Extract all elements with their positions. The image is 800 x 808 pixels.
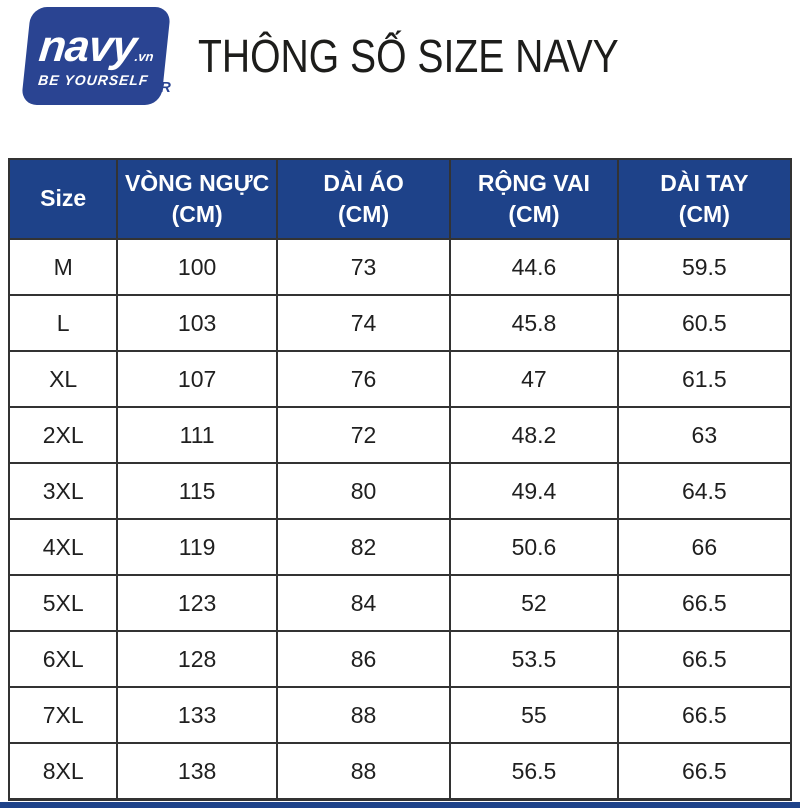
shoulder-width-value: 44.6 xyxy=(451,240,617,294)
size-label: XL xyxy=(10,352,117,406)
sleeve-length-value: 66.5 xyxy=(618,632,790,686)
chest-value: 128 xyxy=(118,632,276,686)
shirt-length-value: 72 xyxy=(277,408,450,462)
size-label: 4XL xyxy=(10,520,117,574)
shirt-length-value: 82 xyxy=(277,520,450,574)
sleeve-length-value: 66.5 xyxy=(618,744,790,798)
chest-value: 103 xyxy=(118,296,276,350)
shirt-length-value: 74 xyxy=(277,296,450,350)
sleeve-length-value: 64.5 xyxy=(618,464,790,518)
shoulder-width-value: 47 xyxy=(451,352,617,406)
logo-domain-text: .vn xyxy=(133,48,155,64)
chest-value: 138 xyxy=(118,744,276,798)
logo-box: navy.vn BE YOURSELF xyxy=(20,7,172,105)
column-header-size: Size xyxy=(10,160,117,238)
registered-mark-icon: R xyxy=(160,79,171,96)
shoulder-width-value: 45.8 xyxy=(451,296,617,350)
logo-brand-text: navy xyxy=(36,21,139,71)
size-label: 8XL xyxy=(10,744,117,798)
column-header-shoulder-width: RỘNG VAI (CM) xyxy=(451,160,617,238)
chest-value: 107 xyxy=(118,352,276,406)
shirt-length-value: 88 xyxy=(277,688,450,742)
shoulder-width-value: 56.5 xyxy=(451,744,617,798)
shoulder-width-value: 53.5 xyxy=(451,632,617,686)
logo-brand: navy.vn xyxy=(36,21,157,71)
shirt-length-value: 73 xyxy=(277,240,450,294)
sleeve-length-value: 66.5 xyxy=(618,576,790,630)
sleeve-length-value: 66.5 xyxy=(618,688,790,742)
column-header-shirt-length: DÀI ÁO (CM) xyxy=(277,160,450,238)
shoulder-width-value: 50.6 xyxy=(451,520,617,574)
size-label: 7XL xyxy=(10,688,117,742)
shoulder-width-value: 52 xyxy=(451,576,617,630)
header: navy.vn BE YOURSELF R THÔNG SỐ SIZE NAVY xyxy=(0,0,800,112)
sleeve-length-value: 66 xyxy=(618,520,790,574)
shoulder-width-value: 49.4 xyxy=(451,464,617,518)
shoulder-width-value: 55 xyxy=(451,688,617,742)
shoulder-width-value: 48.2 xyxy=(451,408,617,462)
sleeve-length-value: 59.5 xyxy=(618,240,790,294)
size-label: M xyxy=(10,240,117,294)
page-title: THÔNG SỐ SIZE NAVY xyxy=(198,30,619,82)
navy-logo: navy.vn BE YOURSELF R xyxy=(18,5,178,109)
column-header-chest: VÒNG NGỰC (CM) xyxy=(118,160,276,238)
shirt-length-value: 86 xyxy=(277,632,450,686)
chest-value: 111 xyxy=(118,408,276,462)
chest-value: 133 xyxy=(118,688,276,742)
sleeve-length-value: 63 xyxy=(618,408,790,462)
sleeve-length-value: 60.5 xyxy=(618,296,790,350)
logo-tagline: BE YOURSELF xyxy=(37,71,150,88)
chest-value: 115 xyxy=(118,464,276,518)
size-label: 6XL xyxy=(10,632,117,686)
shirt-length-value: 76 xyxy=(277,352,450,406)
size-label: 5XL xyxy=(10,576,117,630)
chest-value: 119 xyxy=(118,520,276,574)
size-label: 2XL xyxy=(10,408,117,462)
shirt-length-value: 80 xyxy=(277,464,450,518)
bottom-navy-strip xyxy=(0,802,800,808)
chest-value: 123 xyxy=(118,576,276,630)
column-header-sleeve-length: DÀI TAY (CM) xyxy=(618,160,790,238)
sleeve-length-value: 61.5 xyxy=(618,352,790,406)
size-label: L xyxy=(10,296,117,350)
chest-value: 100 xyxy=(118,240,276,294)
shirt-length-value: 88 xyxy=(277,744,450,798)
size-table: Size VÒNG NGỰC (CM) DÀI ÁO (CM) RỘNG VAI… xyxy=(8,158,792,801)
shirt-length-value: 84 xyxy=(277,576,450,630)
size-label: 3XL xyxy=(10,464,117,518)
